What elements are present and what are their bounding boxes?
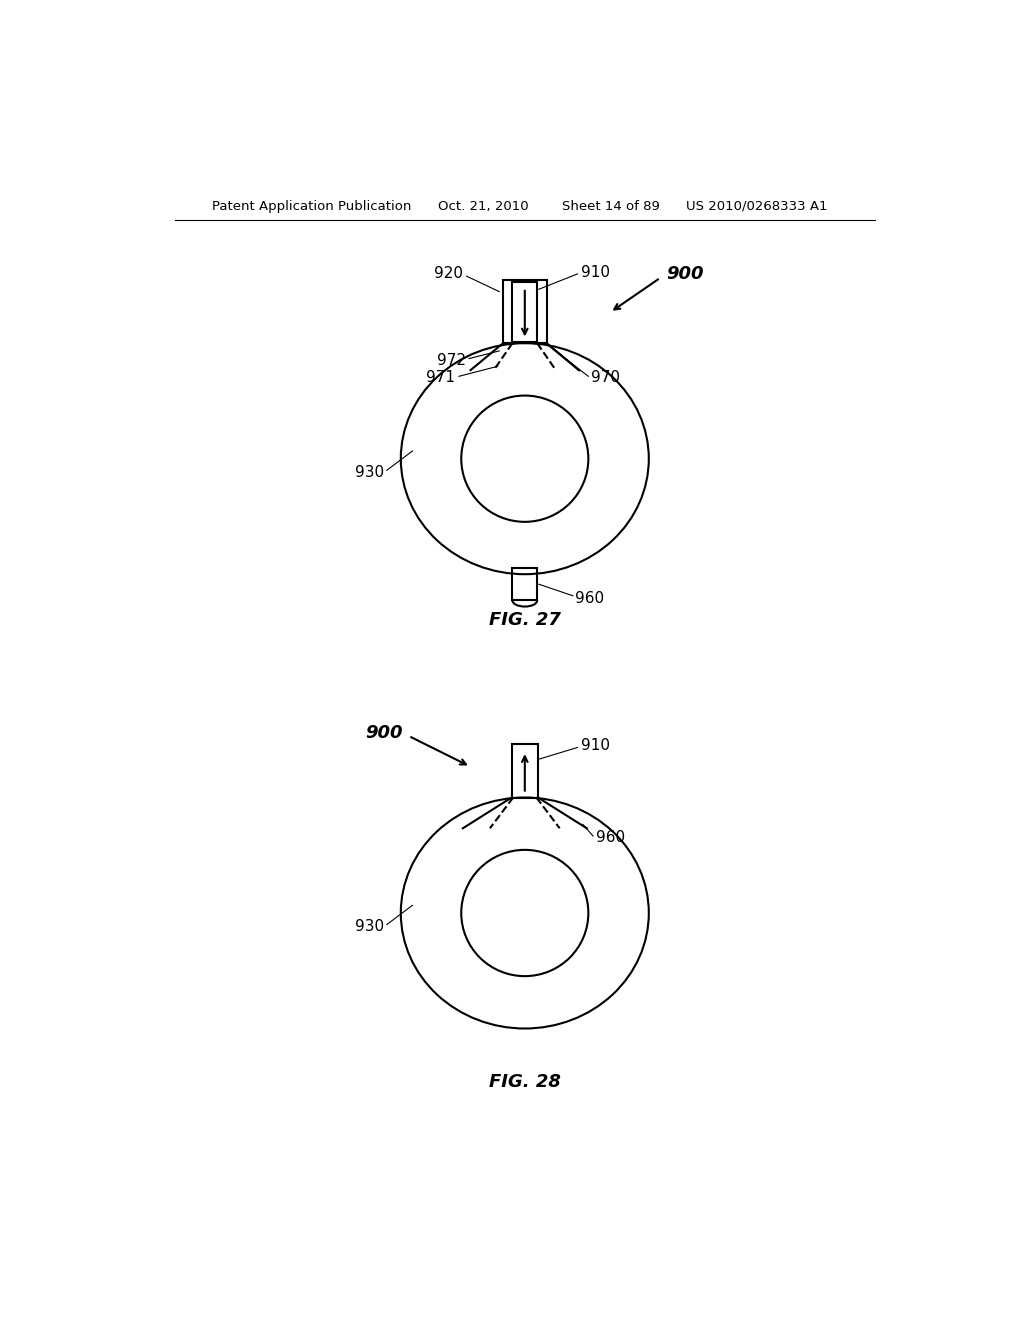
Text: 930: 930 <box>354 465 384 480</box>
Text: FIG. 28: FIG. 28 <box>488 1073 561 1092</box>
Text: 910: 910 <box>581 738 609 754</box>
Text: 920: 920 <box>434 267 463 281</box>
Text: 960: 960 <box>596 830 626 845</box>
Text: Oct. 21, 2010: Oct. 21, 2010 <box>438 199 528 213</box>
Bar <box>512 281 538 342</box>
Text: Sheet 14 of 89: Sheet 14 of 89 <box>562 199 659 213</box>
Text: FIG. 27: FIG. 27 <box>488 611 561 630</box>
Text: US 2010/0268333 A1: US 2010/0268333 A1 <box>686 199 827 213</box>
Text: 900: 900 <box>365 723 402 742</box>
Text: 960: 960 <box>575 590 604 606</box>
Text: 972: 972 <box>437 352 466 368</box>
Text: 910: 910 <box>581 265 609 280</box>
Text: 930: 930 <box>354 919 384 935</box>
Text: 900: 900 <box>666 265 703 282</box>
Text: Patent Application Publication: Patent Application Publication <box>212 199 411 213</box>
Text: 970: 970 <box>592 371 621 385</box>
Bar <box>512 743 538 797</box>
Bar <box>503 280 547 343</box>
Bar <box>512 568 538 601</box>
Text: 971: 971 <box>426 371 455 385</box>
